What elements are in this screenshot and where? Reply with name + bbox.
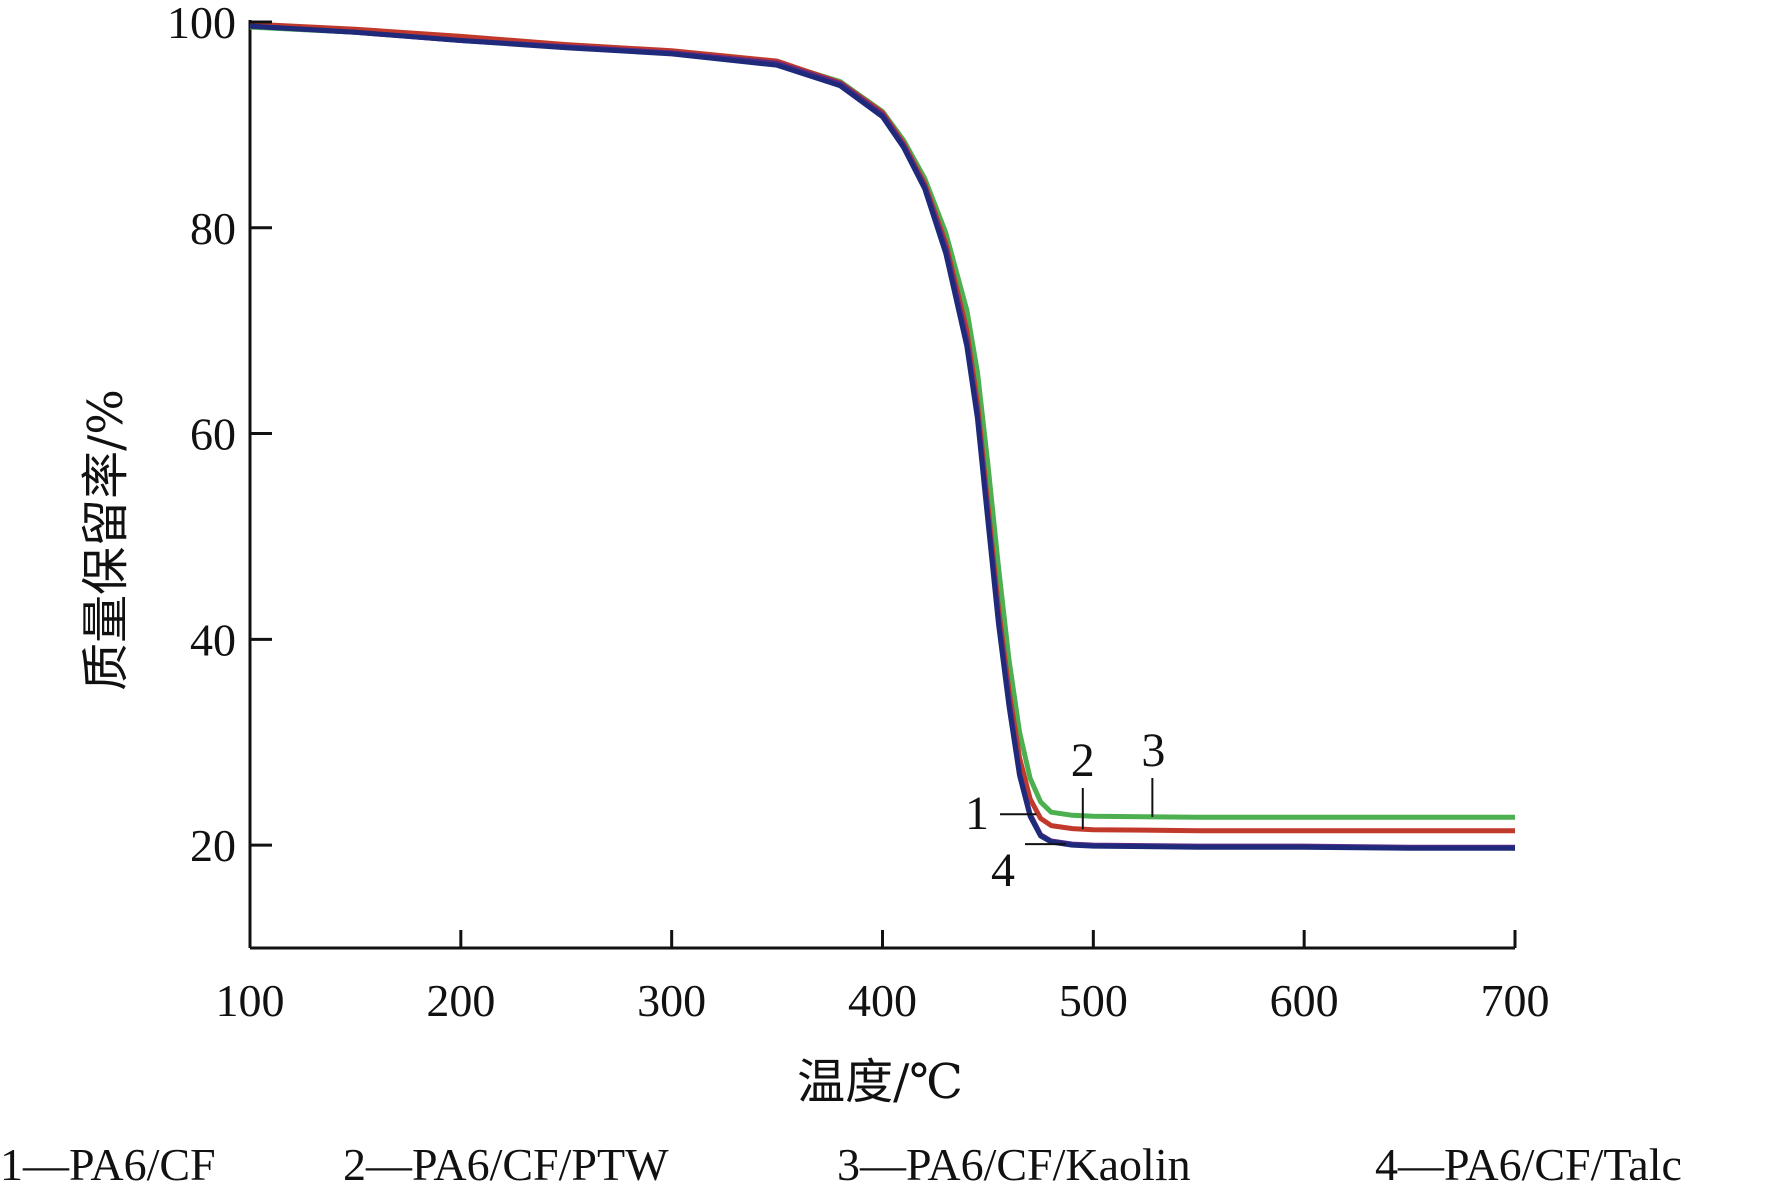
series-line bbox=[249, 23, 1515, 850]
curve-label-2: 2 bbox=[1071, 734, 1095, 787]
y-tick-label: 100 bbox=[167, 0, 236, 48]
series-line bbox=[249, 23, 1515, 851]
x-tick-label: 100 bbox=[216, 975, 285, 1026]
legend-entry: 1—PA6/CF bbox=[0, 1139, 216, 1190]
x-tick-label: 400 bbox=[848, 975, 917, 1026]
curve-label-3: 3 bbox=[1141, 724, 1165, 777]
y-axis-title: 质量保留率/% bbox=[78, 389, 134, 691]
legend: 1—PA6/CF 2—PA6/CF/PTW 3—PA6/CF/Kaolin 4—PA6… bbox=[0, 1139, 1682, 1190]
series-line bbox=[249, 24, 1515, 820]
legend-entry: 4—PA6/CF/Talc bbox=[1375, 1139, 1682, 1190]
curve-labels: 14 2 3 bbox=[965, 724, 1165, 897]
x-tick-label: 200 bbox=[426, 975, 495, 1026]
x-tick-label: 600 bbox=[1270, 975, 1339, 1026]
legend-entry: 2—PA6/CF/PTW bbox=[343, 1139, 669, 1190]
curves bbox=[249, 21, 1515, 851]
y-tick-label: 80 bbox=[190, 203, 236, 254]
curve-label-4: 4 bbox=[991, 844, 1015, 897]
x-tick-label: 700 bbox=[1481, 975, 1550, 1026]
plot-frame bbox=[248, 20, 1517, 950]
y-tick-label: 20 bbox=[190, 820, 236, 871]
x-tick-label: 300 bbox=[637, 975, 706, 1026]
legend-entry: 3—PA6/CF/Kaolin bbox=[837, 1139, 1191, 1190]
x-axis-ticks: 100 200 300 400 500 600 700 bbox=[216, 930, 1550, 1026]
y-tick-label: 40 bbox=[190, 614, 236, 665]
curve-label-1: 1 bbox=[965, 787, 989, 840]
series-line bbox=[249, 21, 1515, 834]
x-axis-title: 温度/℃ bbox=[797, 1054, 963, 1110]
y-tick-label: 60 bbox=[190, 409, 236, 460]
y-axis-ticks: 20 40 60 80 100 bbox=[167, 0, 272, 871]
x-tick-label: 500 bbox=[1059, 975, 1128, 1026]
